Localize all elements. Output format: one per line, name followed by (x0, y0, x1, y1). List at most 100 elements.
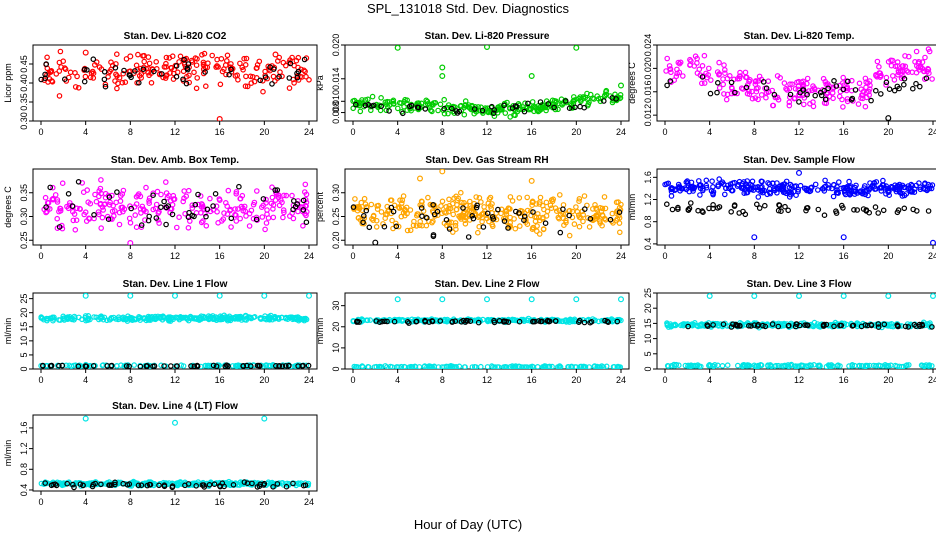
data-point (724, 91, 731, 98)
data-point (202, 362, 209, 369)
data-point (423, 222, 430, 229)
data-point (490, 364, 496, 369)
panel-title: Stan. Dev. Line 4 (LT) Flow (112, 401, 238, 412)
data-point (283, 192, 290, 199)
x-tick-label: 20 (571, 251, 581, 261)
data-point (885, 187, 891, 194)
data-point (846, 363, 852, 369)
data-point (434, 208, 441, 215)
data-point (586, 364, 592, 369)
data-point (601, 194, 608, 200)
data-point (502, 110, 509, 116)
data-point (720, 81, 727, 88)
data-point (851, 362, 858, 369)
data-point (121, 67, 127, 74)
data-point (720, 321, 727, 328)
data-point (289, 192, 295, 199)
panel-10: Stan. Dev. Line 4 (LT) Flow 0 4 8 12 16 20 24 0.… (3, 401, 318, 507)
data-point (398, 213, 405, 220)
data-point (116, 209, 123, 216)
data-point (244, 83, 251, 90)
data-point (792, 86, 799, 92)
data-point (488, 205, 495, 212)
data-point (466, 104, 473, 111)
data-point (138, 482, 145, 489)
data-point (290, 198, 297, 204)
data-point (91, 314, 97, 320)
data-point (286, 85, 293, 91)
panel-4: Stan. Dev. Amb. Box Temp. 0 4 8 12 16 20 24 0.25… (3, 155, 318, 261)
data-point (230, 481, 237, 488)
data-point (714, 69, 721, 75)
data-point (146, 198, 152, 204)
data-point (545, 101, 552, 107)
x-tick-label: 16 (839, 375, 849, 385)
data-point (829, 90, 836, 96)
data-point (373, 224, 380, 230)
data-point (200, 62, 207, 68)
data-point (761, 202, 768, 209)
data-point (561, 222, 567, 229)
data-point (213, 203, 220, 210)
data-point (917, 186, 924, 193)
data-point (135, 482, 142, 489)
data-point (132, 212, 139, 218)
data-point (880, 207, 887, 214)
data-point (694, 60, 700, 66)
data-point (62, 66, 69, 73)
data-point (300, 482, 307, 489)
data-point (211, 481, 218, 488)
y-tick-label: 0.25 (331, 208, 341, 226)
data-point (57, 48, 64, 55)
data-point (133, 224, 140, 231)
data-point (846, 178, 852, 185)
data-point (191, 69, 197, 76)
data-point (266, 316, 273, 323)
x-tick-label: 4 (707, 375, 712, 385)
y-tick-label: 10 (19, 336, 29, 346)
data-point (246, 314, 252, 320)
outlier-point (439, 64, 446, 71)
y-axis-label: kPa (315, 75, 325, 91)
points-layer (38, 293, 312, 369)
data-point (413, 318, 420, 325)
x-tick-label: 20 (259, 251, 269, 261)
data-point (224, 52, 231, 59)
data-point (382, 215, 389, 222)
data-point (75, 179, 82, 185)
data-point (246, 210, 253, 217)
data-point (278, 314, 285, 321)
data-point (404, 227, 411, 234)
data-point (699, 187, 706, 194)
data-point (905, 324, 912, 330)
data-point (115, 80, 121, 87)
data-point (455, 195, 462, 202)
data-point (502, 364, 508, 369)
data-point (119, 315, 126, 322)
data-point (404, 318, 411, 325)
data-point (163, 179, 169, 185)
y-tick-label: 0.30 (19, 112, 29, 130)
data-point (262, 226, 268, 233)
data-point (105, 216, 112, 223)
y-tick-label: 0.35 (19, 93, 29, 111)
data-point (572, 104, 578, 111)
x-tick-label: 20 (883, 127, 893, 137)
data-point (456, 213, 462, 220)
data-point (901, 76, 908, 82)
panel-7: Stan. Dev. Line 1 Flow 0 4 8 12 16 20 24 0 5 10 15 2… (3, 279, 318, 385)
data-point (221, 210, 227, 216)
data-point (272, 197, 279, 203)
data-point (501, 218, 508, 224)
data-point (237, 60, 243, 67)
data-point (717, 321, 724, 327)
data-point (62, 76, 68, 83)
data-point (168, 363, 174, 369)
data-point (525, 100, 531, 107)
data-point (843, 184, 850, 191)
data-point (470, 107, 477, 113)
data-point (448, 105, 455, 112)
data-point (521, 217, 527, 224)
data-point (885, 58, 892, 65)
x-tick-label: 0 (350, 375, 355, 385)
